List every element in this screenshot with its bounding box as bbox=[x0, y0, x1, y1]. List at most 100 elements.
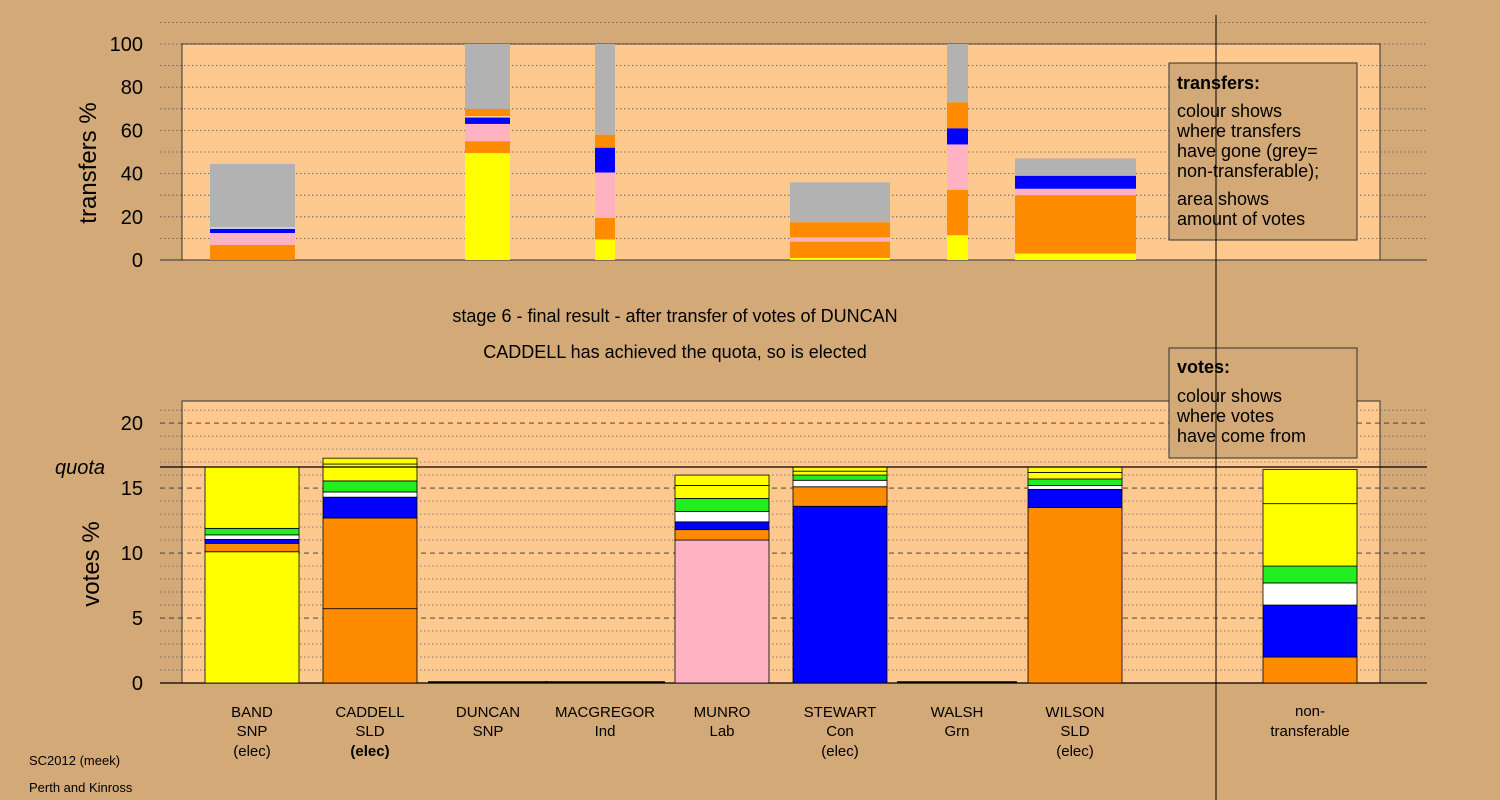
transfer-segment bbox=[1015, 188, 1136, 196]
vote-segment bbox=[792, 474, 888, 481]
transfer-segment bbox=[1015, 175, 1136, 189]
candidate-label: CADDELL SLD (elec) bbox=[335, 704, 404, 760]
transfers-legend-title: transfers: bbox=[1177, 73, 1260, 93]
footer-source: SC2012 (meek) bbox=[29, 753, 120, 768]
transfer-segment bbox=[465, 116, 510, 118]
transfer-segment bbox=[210, 227, 295, 229]
vote-segment bbox=[322, 608, 418, 684]
candidate-label: DUNCAN SNP bbox=[456, 704, 520, 740]
vote-segment bbox=[1027, 488, 1123, 508]
vote-segment bbox=[1027, 478, 1123, 486]
candidate-party: SLD bbox=[1060, 723, 1089, 740]
transfer-segment bbox=[210, 233, 295, 245]
vote-segment bbox=[792, 470, 888, 476]
vote-segment bbox=[204, 551, 300, 684]
vote-segment bbox=[1262, 604, 1358, 658]
vote-segment bbox=[322, 480, 418, 493]
vote-segment bbox=[674, 474, 770, 486]
transfer-segment bbox=[465, 123, 510, 142]
vote-segment bbox=[1262, 656, 1358, 684]
transfer-segment bbox=[465, 44, 510, 109]
candidate-party: Lab bbox=[709, 723, 734, 740]
footer-area: Perth and Kinross bbox=[29, 780, 133, 795]
vote-segment bbox=[674, 521, 770, 531]
candidate-status: (elec) bbox=[350, 743, 389, 760]
candidate-labels: BAND SNP (elec) CADDELL SLD (elec) DUNCAN SNP MA… bbox=[231, 704, 1104, 760]
votes-legend-line: colour shows bbox=[1177, 386, 1282, 406]
candidate-name: DUNCAN bbox=[456, 704, 520, 721]
transfers-y-tick-label: 20 bbox=[121, 207, 143, 229]
vote-segment bbox=[204, 542, 300, 553]
candidate-party: SNP bbox=[237, 723, 268, 740]
vote-segment bbox=[674, 539, 770, 684]
votes-legend-line: have come from bbox=[1177, 426, 1306, 446]
candidate-name: BAND bbox=[231, 704, 273, 721]
transfers-legend-box bbox=[1168, 62, 1358, 241]
transfer-segment bbox=[465, 117, 510, 124]
transfer-segment bbox=[947, 102, 968, 129]
vote-segment bbox=[1027, 507, 1123, 684]
candidate-name: WILSON bbox=[1045, 704, 1104, 721]
votes-legend-title: votes: bbox=[1177, 357, 1230, 377]
votes-legend: votes: colour shows where votes have com… bbox=[1168, 347, 1358, 459]
transfers-chart: 0 20 40 60 80 100 transfers % transfers: colo… bbox=[75, 21, 1427, 272]
transfers-legend-line: amount of votes bbox=[1177, 209, 1305, 229]
transfer-segment bbox=[1015, 253, 1136, 260]
vote-bar bbox=[674, 474, 770, 684]
nontransferable-label-line: non- bbox=[1295, 703, 1325, 720]
votes-legend-box bbox=[1168, 347, 1358, 459]
transfer-bar bbox=[465, 44, 510, 260]
candidate-label: WILSON SLD (elec) bbox=[1045, 704, 1104, 760]
vote-segment bbox=[322, 496, 418, 519]
quota-label: quota bbox=[55, 457, 105, 479]
transfer-segment bbox=[465, 108, 510, 117]
vote-segment bbox=[322, 517, 418, 610]
vote-segment bbox=[204, 466, 300, 529]
candidate-party: Grn bbox=[944, 723, 969, 740]
transfer-segment bbox=[595, 239, 615, 260]
candidate-name: MACGREGOR bbox=[555, 704, 655, 721]
transfer-segment bbox=[790, 222, 890, 238]
transfer-segment bbox=[947, 189, 968, 236]
vote-segment bbox=[674, 498, 770, 512]
candidate-status: (elec) bbox=[1056, 743, 1094, 760]
candidate-name: MUNRO bbox=[694, 704, 751, 721]
vote-segment bbox=[1262, 469, 1358, 505]
transfer-segment bbox=[465, 153, 510, 260]
transfers-legend-line: non-transferable); bbox=[1177, 161, 1319, 181]
vote-bar bbox=[792, 466, 888, 684]
transfers-y-tick-label: 60 bbox=[121, 120, 143, 142]
transfer-segment bbox=[790, 257, 890, 260]
vote-segment bbox=[322, 491, 418, 498]
candidate-party: SLD bbox=[355, 723, 384, 740]
candidate-label: BAND SNP (elec) bbox=[231, 704, 273, 760]
vote-segment bbox=[792, 486, 888, 507]
vote-segment bbox=[1027, 466, 1123, 473]
transfer-segment bbox=[947, 128, 968, 145]
transfers-y-tick-label: 0 bbox=[132, 250, 143, 272]
vote-segment bbox=[1027, 485, 1123, 490]
transfer-bar bbox=[210, 163, 295, 260]
candidate-label: MUNRO Lab bbox=[694, 704, 751, 740]
transfers-bars bbox=[210, 44, 1136, 260]
candidate-party: Con bbox=[826, 723, 854, 740]
candidate-party: Ind bbox=[595, 723, 616, 740]
nontransferable-label: non- transferable bbox=[1270, 703, 1349, 740]
transfers-y-axis-label: transfers % bbox=[75, 102, 102, 223]
vote-bar bbox=[1262, 469, 1358, 684]
transfer-segment bbox=[947, 44, 968, 103]
vote-segment bbox=[792, 479, 888, 488]
votes-y-tick-label: 20 bbox=[121, 413, 143, 435]
transfer-bar bbox=[790, 182, 890, 260]
nontransferable-label-line: transferable bbox=[1270, 723, 1349, 740]
vote-segment bbox=[322, 457, 418, 465]
transfers-legend-line: area shows bbox=[1177, 189, 1269, 209]
transfer-segment bbox=[210, 244, 295, 260]
candidate-status: (elec) bbox=[233, 743, 271, 760]
candidate-party: SNP bbox=[473, 723, 504, 740]
candidate-name: STEWART bbox=[804, 704, 877, 721]
candidate-label: WALSH Grn bbox=[931, 704, 984, 740]
transfer-segment bbox=[595, 172, 615, 218]
transfer-segment bbox=[595, 134, 615, 148]
vote-segment bbox=[674, 485, 770, 499]
